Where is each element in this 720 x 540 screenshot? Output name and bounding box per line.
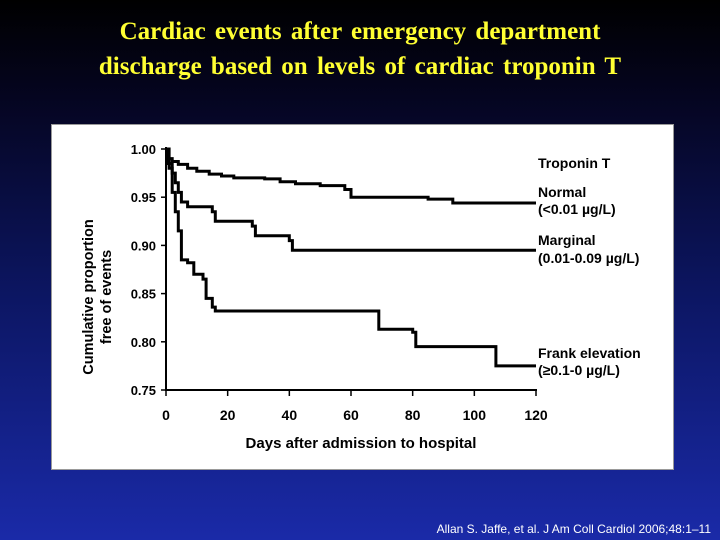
- x-tick-label-5: 100: [463, 407, 487, 423]
- series-line-normal: [166, 147, 536, 205]
- slide-title: Cardiac events after emergency departmen…: [0, 14, 720, 84]
- y-tick-label-1: 0.80: [131, 335, 156, 350]
- chart-panel: Cumulative proportion free of events Day…: [51, 124, 674, 470]
- y-tick-label-4: 0.95: [131, 190, 156, 205]
- y-axis-title-line-1: Cumulative proportion: [81, 219, 97, 374]
- legend-frank-detail: (≥0.1-0 µg/L): [538, 362, 620, 378]
- x-tick-label-4: 80: [405, 407, 421, 423]
- x-tick-label-1: 20: [220, 407, 236, 423]
- y-tick-label-2: 0.85: [131, 287, 156, 302]
- survival-chart: Cumulative proportion free of events Day…: [81, 142, 641, 452]
- y-axis-title-line-2: free of events: [99, 250, 115, 344]
- legend-marginal-detail: (0.01-0.09 µg/L): [538, 250, 639, 266]
- legend-frank-label: Frank elevation: [538, 345, 641, 361]
- citation: Allan S. Jaffe, et al. J Am Coll Cardiol…: [436, 522, 711, 536]
- legend-normal-detail: (<0.01 µg/L): [538, 201, 616, 217]
- y-tick-label-5: 1.00: [131, 142, 156, 157]
- legend-title: Troponin T: [538, 155, 611, 171]
- series-line-frank-elevation: [166, 147, 536, 368]
- x-tick-label-3: 60: [343, 407, 359, 423]
- x-tick-label-0: 0: [162, 407, 170, 423]
- slide-title-line-1: Cardiac events after emergency departmen…: [119, 18, 601, 45]
- legend-marginal-label: Marginal: [538, 232, 596, 248]
- x-tick-label-6: 120: [524, 407, 548, 423]
- y-axis-title: Cumulative proportion free of events: [81, 219, 115, 374]
- x-axis-title: Days after admission to hospital: [246, 435, 477, 452]
- y-tick-label-0: 0.75: [131, 383, 156, 398]
- legend-normal-label: Normal: [538, 184, 586, 200]
- series-line-marginal: [166, 147, 536, 252]
- y-tick-label-3: 0.90: [131, 238, 156, 253]
- slide-title-line-2: discharge based on levels of cardiac tro…: [98, 53, 622, 80]
- x-tick-label-2: 40: [282, 407, 298, 423]
